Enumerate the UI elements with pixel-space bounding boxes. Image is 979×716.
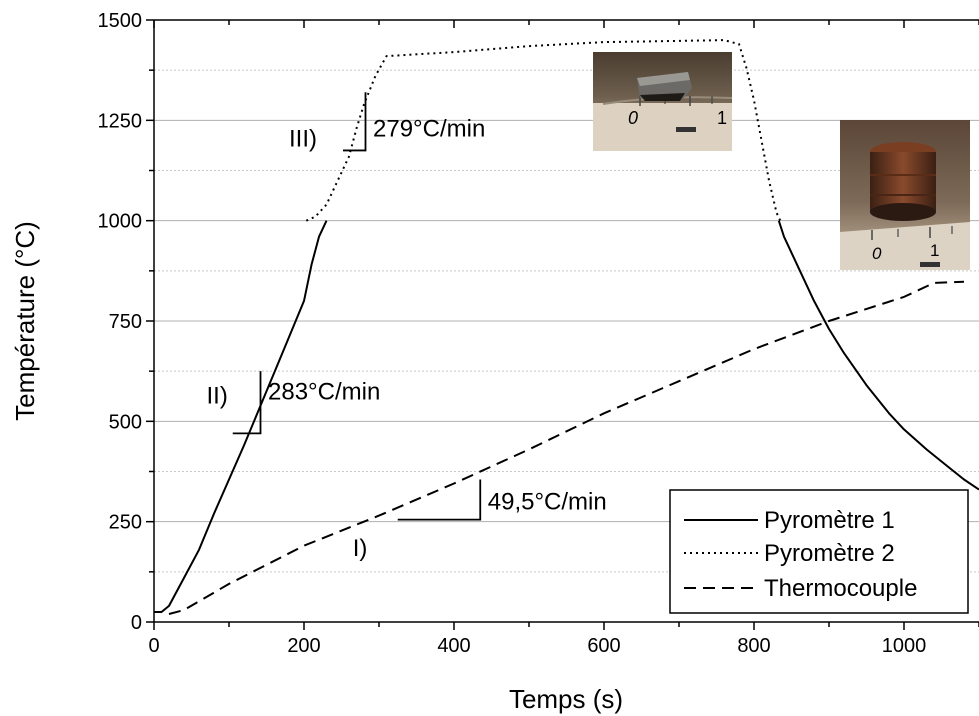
- inset2-scale-1: 1: [930, 241, 939, 260]
- y-axis-title: Température (°C): [10, 221, 40, 421]
- x-tick-label: 200: [287, 635, 320, 657]
- y-tick-label: 1250: [98, 110, 143, 132]
- legend-box: [669, 489, 969, 614]
- series-layer: [154, 39, 979, 615]
- x-tick-label: 800: [737, 635, 770, 657]
- series-line-pyrom-tre-1-1: [777, 220, 979, 491]
- series-line-pyrom-tre-1-0: [154, 220, 328, 613]
- phase-label-3: III): [289, 125, 317, 152]
- axes: 0 200 400 600 800 1000 0 250 500 750 1000 1250 1500: [98, 10, 979, 657]
- slope-label-3: 279°C/min: [373, 115, 485, 142]
- series-line-thermocouple-0: [168, 280, 965, 615]
- sample-photo-before: 0 1: [593, 52, 733, 151]
- inset1-scale-1: 1: [717, 108, 727, 128]
- x-tick-label: 1000: [882, 635, 927, 657]
- legend: Pyromètre 1 Pyromètre 2 Thermocouple: [669, 489, 969, 614]
- x-tick-label: 0: [148, 635, 159, 657]
- y-tick-label: 250: [109, 512, 142, 534]
- y-tick-label: 1000: [98, 211, 143, 233]
- slope-label-2: 283°C/min: [268, 378, 380, 405]
- x-tick-label: 400: [437, 635, 470, 657]
- y-tick-label: 500: [109, 411, 142, 433]
- slope-annotations: I) 49,5°C/min II) 283°C/min III) 279°C/min: [207, 92, 607, 562]
- y-tick-label: 750: [109, 311, 142, 333]
- legend-label-pyrometre-1: Pyromètre 1: [764, 507, 895, 534]
- phase-label-2: II): [207, 382, 228, 409]
- legend-entry-thermocouple: Thermocouple: [684, 575, 917, 602]
- y-tick-label: 0: [131, 612, 142, 634]
- slope-triangle-3: [343, 92, 367, 152]
- inset2-scale-0: 0: [872, 244, 882, 263]
- inset1-scale-0: 0: [628, 108, 638, 128]
- slope-triangle-1: [397, 479, 482, 521]
- legend-label-thermocouple: Thermocouple: [764, 575, 917, 602]
- x-tick-label: 600: [587, 635, 620, 657]
- series-line-pyrom-tre-2-0: [305, 39, 782, 222]
- sample-photo-after: 0 1: [840, 120, 970, 270]
- x-axis-title: Temps (s): [509, 684, 623, 714]
- legend-entry-pyrometre-2: Pyromètre 2: [684, 540, 895, 567]
- slope-triangle-2: [232, 371, 262, 435]
- legend-entry-pyrometre-1: Pyromètre 1: [684, 507, 895, 534]
- y-tick-label: 1500: [98, 10, 143, 32]
- phase-label-1: I): [353, 535, 368, 562]
- legend-label-pyrometre-2: Pyromètre 2: [764, 540, 895, 567]
- slope-label-1: 49,5°C/min: [488, 489, 607, 516]
